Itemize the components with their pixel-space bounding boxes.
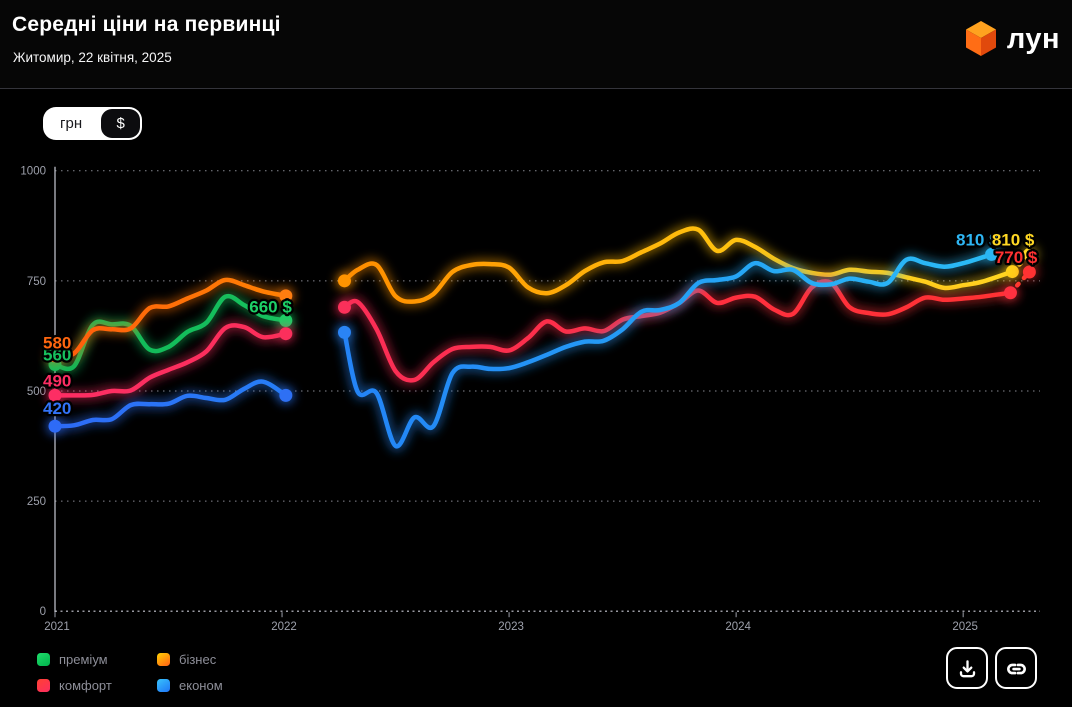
- x-tick-label: 2024: [725, 621, 751, 633]
- x-tick-label: 2023: [498, 621, 524, 633]
- legend-swatch-business: [157, 653, 170, 666]
- download-button[interactable]: [946, 647, 988, 689]
- y-tick-label: 0: [40, 606, 46, 618]
- page-subtitle: Житомир, 22 квітня, 2025: [13, 50, 172, 65]
- legend-label: економ: [179, 678, 223, 693]
- x-tick-label: 2022: [271, 621, 297, 633]
- value-label: 420: [43, 399, 71, 418]
- currency-option-uah[interactable]: грн: [60, 115, 83, 132]
- currency-toggle[interactable]: грн $: [43, 107, 142, 140]
- point-econom: [279, 388, 293, 402]
- y-tick-label: 250: [27, 496, 46, 508]
- legend-swatch-comfort: [37, 679, 50, 692]
- lun-logo-text: лун: [1006, 22, 1060, 55]
- lun-logo[interactable]: лун: [965, 20, 1060, 58]
- value-label: 660 $: [249, 297, 292, 316]
- currency-option-usd[interactable]: $: [101, 109, 140, 138]
- copy-link-button[interactable]: [995, 647, 1037, 689]
- point-econom: [48, 419, 62, 433]
- point-business: [1005, 265, 1019, 279]
- legend-swatch-econom: [157, 679, 170, 692]
- line-business: [50, 223, 1032, 362]
- legend-item-econom: економ: [157, 678, 277, 693]
- value-label: 490: [43, 371, 71, 390]
- legend-swatch-premium: [37, 653, 50, 666]
- point-comfort: [1003, 286, 1017, 300]
- point-business: [48, 349, 62, 363]
- legend-label: преміум: [59, 652, 108, 667]
- value-label: 770 $: [995, 248, 1038, 267]
- legend-item-business: бізнес: [157, 652, 277, 667]
- point-business: [1022, 247, 1036, 261]
- point-econom: [337, 325, 351, 339]
- point-business: [279, 289, 293, 303]
- legend-item-premium: преміум: [37, 652, 157, 667]
- point-comfort: [337, 300, 351, 314]
- price-chart[interactable]: 0 250 500 750 1000 2021 2022 2023 2024 2025 560580…: [0, 150, 1072, 650]
- point-premium: [279, 313, 293, 327]
- legend-label: комфорт: [59, 678, 112, 693]
- legend-item-comfort: комфорт: [37, 678, 157, 693]
- legend-label: бізнес: [179, 652, 217, 667]
- download-icon: [959, 659, 975, 677]
- x-tick-label: 2021: [44, 621, 70, 633]
- value-label: 810 $: [992, 230, 1035, 249]
- point-econom: [985, 247, 999, 261]
- y-tick-label: 500: [27, 386, 46, 398]
- copy-link-icon: [1006, 663, 1026, 674]
- point-business: [337, 274, 351, 288]
- header: Середні ціни на первинці Житомир, 22 кві…: [0, 0, 1072, 89]
- x-tick-label: 2025: [952, 621, 978, 633]
- value-label: 580: [43, 334, 71, 353]
- lun-cube-icon: [965, 21, 996, 56]
- value-label: 810 $: [956, 230, 999, 249]
- y-tick-label: 1000: [20, 166, 46, 178]
- point-comfort: [279, 327, 293, 341]
- chart-legend: преміум комфорт бізнес економ: [37, 652, 277, 693]
- line-econom: [50, 249, 997, 452]
- value-label: 560: [43, 346, 71, 365]
- point-comfort: [1022, 265, 1036, 279]
- page-title: Середні ціни на первинці: [12, 13, 281, 36]
- y-tick-label: 750: [27, 276, 46, 288]
- point-comfort: [48, 388, 62, 402]
